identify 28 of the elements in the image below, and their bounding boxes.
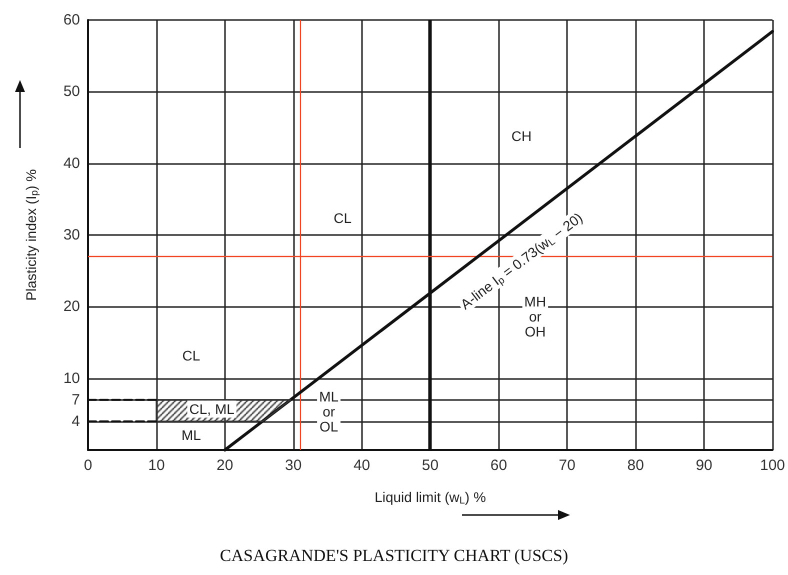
y-tick-label: 10 bbox=[63, 370, 80, 387]
x-tick-label: 70 bbox=[558, 457, 576, 474]
y-tick-label: 40 bbox=[63, 154, 80, 172]
x-tick-label: 50 bbox=[422, 457, 439, 474]
x-tick-label: 0 bbox=[84, 457, 92, 474]
annotation: MH or OH bbox=[524, 294, 546, 340]
x-tick-label: 80 bbox=[627, 457, 644, 474]
x-tick-label: 40 bbox=[353, 457, 370, 474]
annotation: CL bbox=[334, 210, 352, 226]
x-tick-label: 10 bbox=[148, 457, 165, 474]
y-axis-title: Plasticity index (Ip) % bbox=[23, 169, 40, 301]
y-tick-label: 30 bbox=[63, 226, 80, 244]
y-tick-label: 20 bbox=[63, 298, 80, 316]
y-tick-label: 4 bbox=[72, 412, 80, 430]
annotation: ML or OL bbox=[319, 388, 339, 434]
x-tick-label: 20 bbox=[216, 457, 234, 474]
annotation: CH bbox=[511, 128, 532, 144]
x-tick-label: 60 bbox=[490, 457, 508, 474]
annotation: CL bbox=[182, 347, 200, 364]
y-tick-label: 50 bbox=[63, 83, 80, 100]
y-tick-label: 7 bbox=[72, 391, 80, 408]
x-tick-label: 100 bbox=[760, 457, 785, 474]
x-tick-label: 30 bbox=[285, 457, 302, 474]
x-tick-label: 90 bbox=[696, 457, 712, 474]
y-tick-label: 60 bbox=[63, 12, 80, 28]
annotation: CL, ML bbox=[189, 401, 235, 418]
text: CASAGRANDE'S PLASTICITY CHART (USCS) bbox=[220, 546, 568, 565]
annotation: ML bbox=[181, 426, 202, 443]
